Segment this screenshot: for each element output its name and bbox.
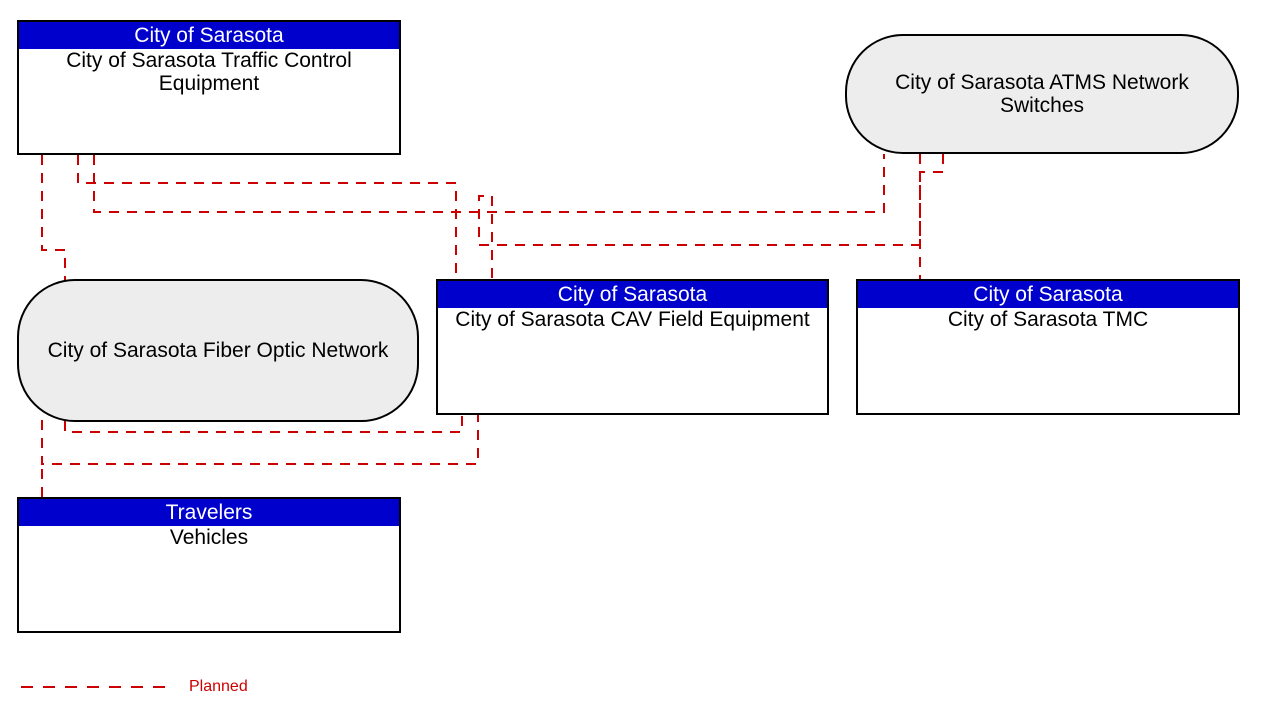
edge-atms_switches-to-cav_field — [479, 154, 920, 279]
node-traffic_control: City of SarasotaCity of Sarasota Traffic… — [17, 20, 401, 155]
node-vehicles: TravelersVehicles — [17, 497, 401, 633]
node-header-cav_field: City of Sarasota — [438, 281, 827, 308]
node-atms_switches: City of Sarasota ATMS Network Switches — [845, 34, 1239, 154]
node-cav_field: City of SarasotaCity of Sarasota CAV Fie… — [436, 279, 829, 415]
edge-fiber_network-to-vehicles — [42, 415, 478, 464]
node-header-tmc: City of Sarasota — [858, 281, 1238, 308]
node-header-traffic_control: City of Sarasota — [19, 22, 399, 49]
node-body-tmc: City of Sarasota TMC — [858, 308, 1238, 413]
edge-atms_switches-to-tmc — [920, 154, 943, 279]
legend-line-planned — [21, 686, 171, 688]
node-header-vehicles: Travelers — [19, 499, 399, 526]
node-body-cav_field: City of Sarasota CAV Field Equipment — [438, 308, 827, 413]
edge-traffic_control-to-fiber_network — [42, 155, 65, 281]
legend-label-planned: Planned — [189, 678, 248, 696]
edge-traffic_control-to-cav_field — [78, 155, 456, 279]
node-body-vehicles: Vehicles — [19, 526, 399, 631]
legend: Planned — [21, 678, 248, 696]
node-fiber_network: City of Sarasota Fiber Optic Network — [17, 279, 419, 422]
edge-traffic_control-to-atms_switches — [94, 154, 884, 212]
node-tmc: City of SarasotaCity of Sarasota TMC — [856, 279, 1240, 415]
node-body-traffic_control: City of Sarasota Traffic Control Equipme… — [19, 49, 399, 153]
